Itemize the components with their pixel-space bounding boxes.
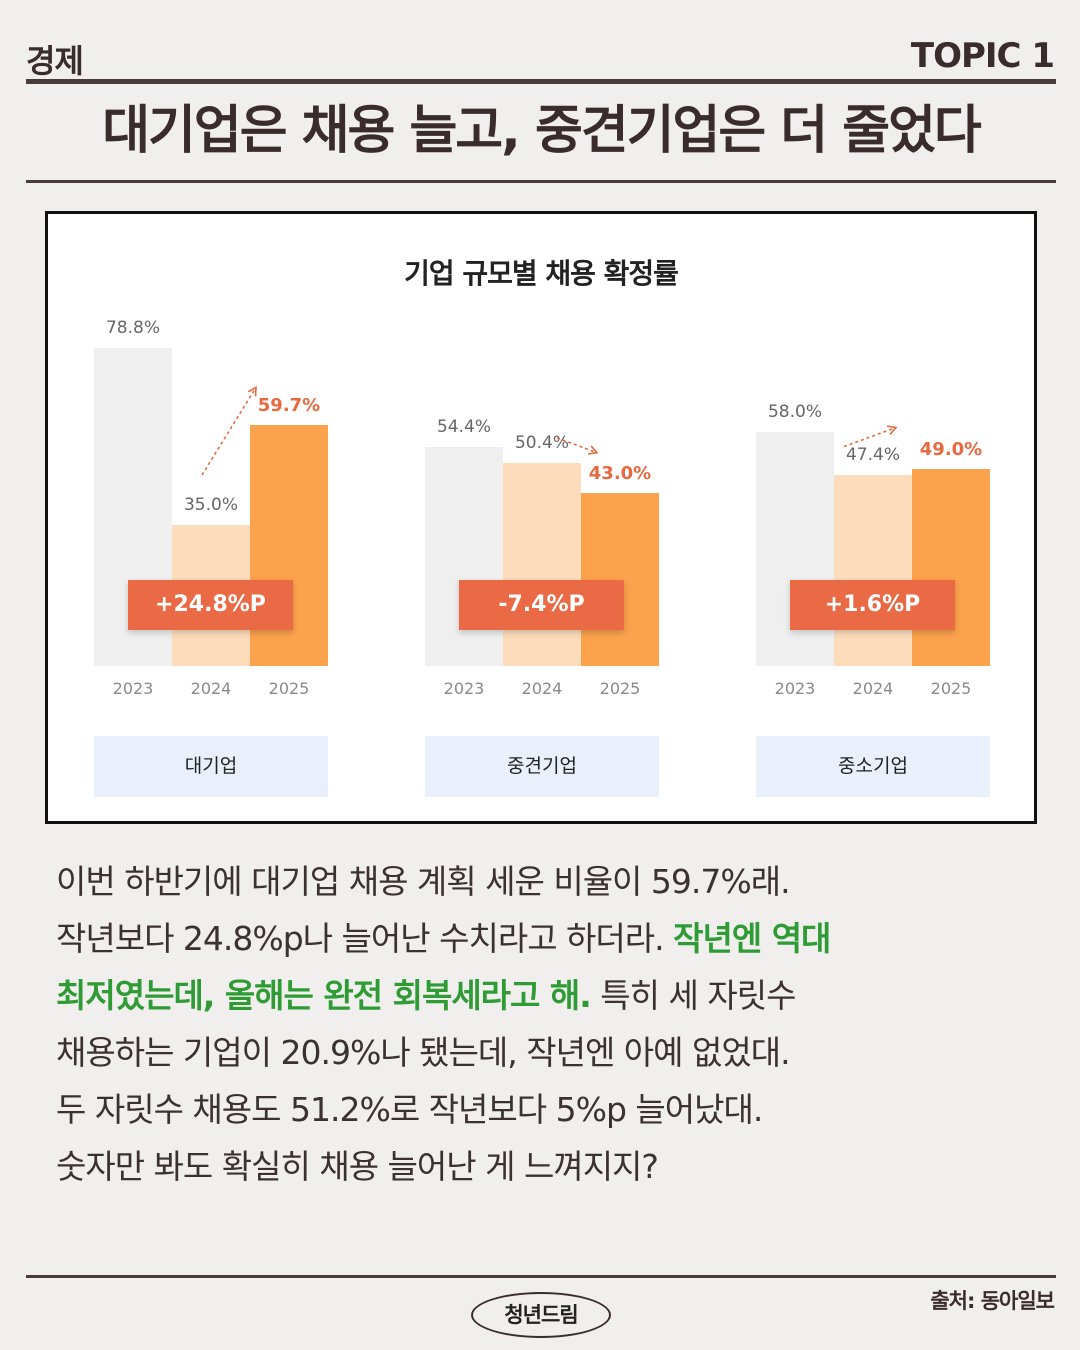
x-tick-label: 2024	[852, 679, 894, 698]
bar-2024	[834, 474, 912, 666]
chart-group: 54.4% 2023 50.4% 2024 43.0% 2025 -7.4%P 중견기업	[425, 214, 660, 821]
brand-logo: 청년드림	[471, 1292, 611, 1338]
body-line-2: 작년보다 24.8%p나 늘어난 수치라고 하더라. 작년엔 역대	[56, 910, 1046, 967]
x-tick-label: 2023	[112, 679, 154, 698]
topic-tag: TOPIC 1	[910, 36, 1055, 76]
data-label: 58.0%	[767, 402, 822, 423]
change-badge: +1.6%P	[790, 580, 955, 630]
bar-2024	[503, 462, 581, 666]
body-line-3-highlight: 최저였는데, 올해는 완전 회복세라고 해.	[56, 976, 592, 1015]
body-line-2-text: 작년보다 24.8%p나 늘어난 수치라고 하더라.	[56, 919, 674, 958]
headline-divider	[26, 180, 1056, 183]
x-tick-label: 2023	[443, 679, 485, 698]
data-label: 50.4%	[514, 432, 569, 453]
body-line-4: 채용하는 기업이 20.9%나 됐는데, 작년엔 아예 없었대.	[56, 1033, 791, 1072]
body-line-3: 최저였는데, 올해는 완전 회복세라고 해. 특히 세 자릿수	[56, 967, 1046, 1024]
data-label: 54.4%	[436, 416, 491, 437]
x-tick-label: 2024	[190, 679, 232, 698]
trend-arrow-icon	[843, 425, 898, 448]
data-label: 47.4%	[845, 444, 900, 465]
x-tick-label: 2023	[774, 679, 816, 698]
chart-title: 기업 규모별 채용 확정률	[404, 257, 679, 290]
x-tick-label: 2025	[268, 679, 310, 698]
section-tag: 경제	[26, 42, 84, 80]
data-label: 35.0%	[183, 494, 238, 515]
body-line-2-highlight: 작년엔 역대	[673, 919, 831, 958]
bar-2025	[912, 468, 990, 666]
data-label: 78.8%	[105, 318, 160, 339]
x-tick-label: 2025	[599, 679, 641, 698]
top-divider	[26, 79, 1056, 84]
body-line-6: 숫자만 봐도 확실히 채용 늘어난 게 느껴지지?	[56, 1147, 659, 1186]
chart-group: 78.8% 2023 35.0% 2024 59.7% 2025 +24.8%P 대기업	[94, 214, 329, 821]
body-line-1: 이번 하반기에 대기업 채용 계획 세운 비율이 59.7%래.	[56, 862, 791, 901]
headline: 대기업은 채용 늘고, 중견기업은 더 줄었다	[102, 101, 982, 161]
data-label: 43.0%	[588, 462, 652, 484]
chart-card: 기업 규모별 채용 확정률 78.8% 2023 35.0% 2024 59.7% 202…	[45, 211, 1037, 824]
data-label: 59.7%	[257, 395, 321, 417]
category-label: 중견기업	[425, 736, 659, 797]
change-badge: -7.4%P	[459, 580, 624, 630]
change-badge: +24.8%P	[128, 580, 293, 630]
trend-arrow-icon	[556, 437, 599, 455]
x-tick-label: 2025	[930, 679, 972, 698]
category-label: 중소기업	[756, 736, 990, 797]
bar-2025	[581, 492, 659, 666]
body-line-5: 두 자릿수 채용도 51.2%로 작년보다 5%p 늘어났대.	[56, 1090, 763, 1129]
category-label: 대기업	[94, 736, 328, 797]
footer-divider	[26, 1275, 1056, 1278]
x-tick-label: 2024	[521, 679, 563, 698]
source-credit: 출처: 동아일보	[930, 1289, 1055, 1313]
body-text: 이번 하반기에 대기업 채용 계획 세운 비율이 59.7%래. 작년보다 24…	[56, 853, 1046, 1195]
data-label: 49.0%	[919, 438, 983, 460]
chart-group: 58.0% 2023 47.4% 2024 49.0% 2025 +1.6%P 중소기업	[756, 214, 991, 821]
body-line-3-text: 특히 세 자릿수	[590, 976, 796, 1015]
trend-arrow-icon	[201, 385, 257, 476]
